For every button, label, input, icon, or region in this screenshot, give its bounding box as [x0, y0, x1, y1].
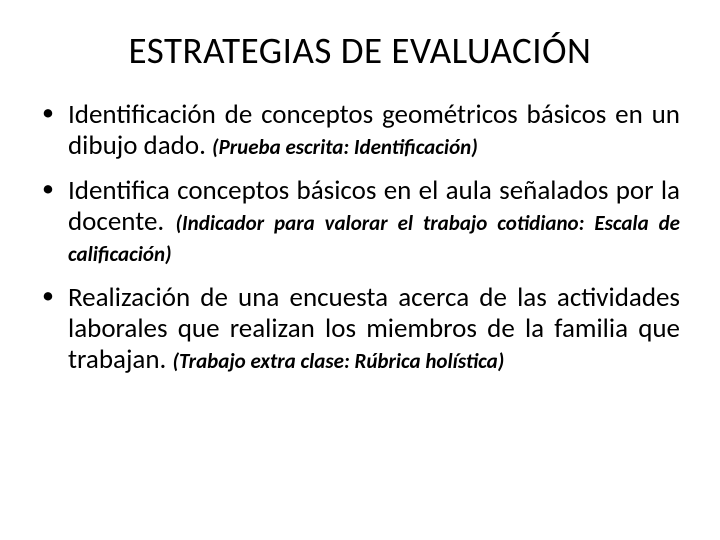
bullet-list: Identificación de conceptos geométricos … [40, 99, 680, 375]
list-item: Identifica conceptos básicos en el aula … [40, 175, 680, 268]
list-item: Realización de una encuesta acerca de la… [40, 282, 680, 375]
page-title: ESTRATEGIAS DE EVALUACIÓN [40, 28, 680, 73]
item-note: (Prueba escrita: Identificación) [212, 134, 478, 160]
list-item: Identificación de conceptos geométricos … [40, 99, 680, 161]
item-note: (Trabajo extra clase: Rúbrica holística) [172, 348, 504, 374]
